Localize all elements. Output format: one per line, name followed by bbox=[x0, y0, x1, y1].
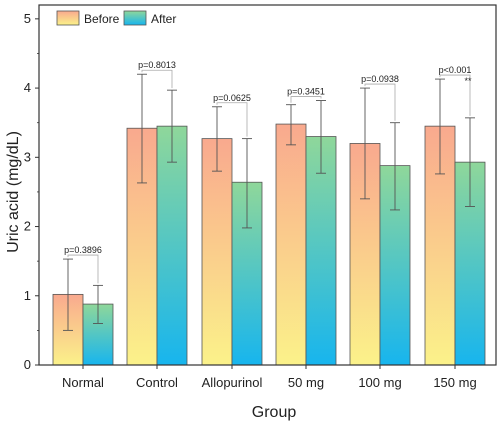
x-tick-label-5: 150 mg bbox=[433, 375, 476, 390]
legend-swatch-before bbox=[56, 10, 80, 26]
x-tick-label-1: Control bbox=[136, 375, 178, 390]
y-tick-label-2: 2 bbox=[24, 219, 31, 234]
p-value-label-4: p=0.0938 bbox=[361, 74, 399, 84]
plot-frame bbox=[38, 4, 497, 366]
p-value-label-1: p=0.8013 bbox=[138, 60, 176, 70]
y-tick-label-3: 3 bbox=[24, 149, 31, 164]
significance-bracket-1 bbox=[141, 69, 173, 89]
bar-after-1 bbox=[156, 125, 188, 366]
significance-mark-5: ** bbox=[464, 76, 472, 86]
significance-bracket-3 bbox=[290, 96, 322, 103]
legend-label-before: Before bbox=[84, 12, 120, 26]
x-tick-label-4: 100 mg bbox=[358, 375, 401, 390]
y-tick-label-5: 5 bbox=[24, 11, 31, 26]
p-value-label-5: p<0.001 bbox=[439, 65, 472, 75]
legend-label-after: After bbox=[151, 12, 176, 26]
p-value-label-0: p=0.3896 bbox=[64, 245, 102, 255]
p-value-label-2: p=0.0625 bbox=[213, 93, 251, 103]
y-axis-title: Uric acid (mg/dL) bbox=[5, 131, 22, 253]
significance-bracket-4 bbox=[364, 83, 396, 121]
p-value-label-3: p=0.3451 bbox=[287, 87, 325, 97]
significance-bracket-5 bbox=[439, 74, 471, 116]
bar-before-2 bbox=[201, 138, 233, 366]
significance-bracket-2 bbox=[216, 102, 248, 137]
y-tick-label-4: 4 bbox=[24, 80, 31, 95]
x-axis-title: Group bbox=[252, 404, 297, 421]
bar-before-3 bbox=[275, 123, 307, 366]
x-tick-label-0: Normal bbox=[62, 375, 104, 390]
x-tick-label-3: 50 mg bbox=[288, 375, 324, 390]
y-tick-label-0: 0 bbox=[24, 357, 31, 372]
x-tick-label-2: Allopurinol bbox=[202, 375, 263, 390]
legend-swatch-after bbox=[123, 10, 147, 26]
y-tick-label-1: 1 bbox=[24, 288, 31, 303]
bar-after-3 bbox=[305, 136, 337, 366]
significance-bracket-0 bbox=[67, 254, 99, 284]
